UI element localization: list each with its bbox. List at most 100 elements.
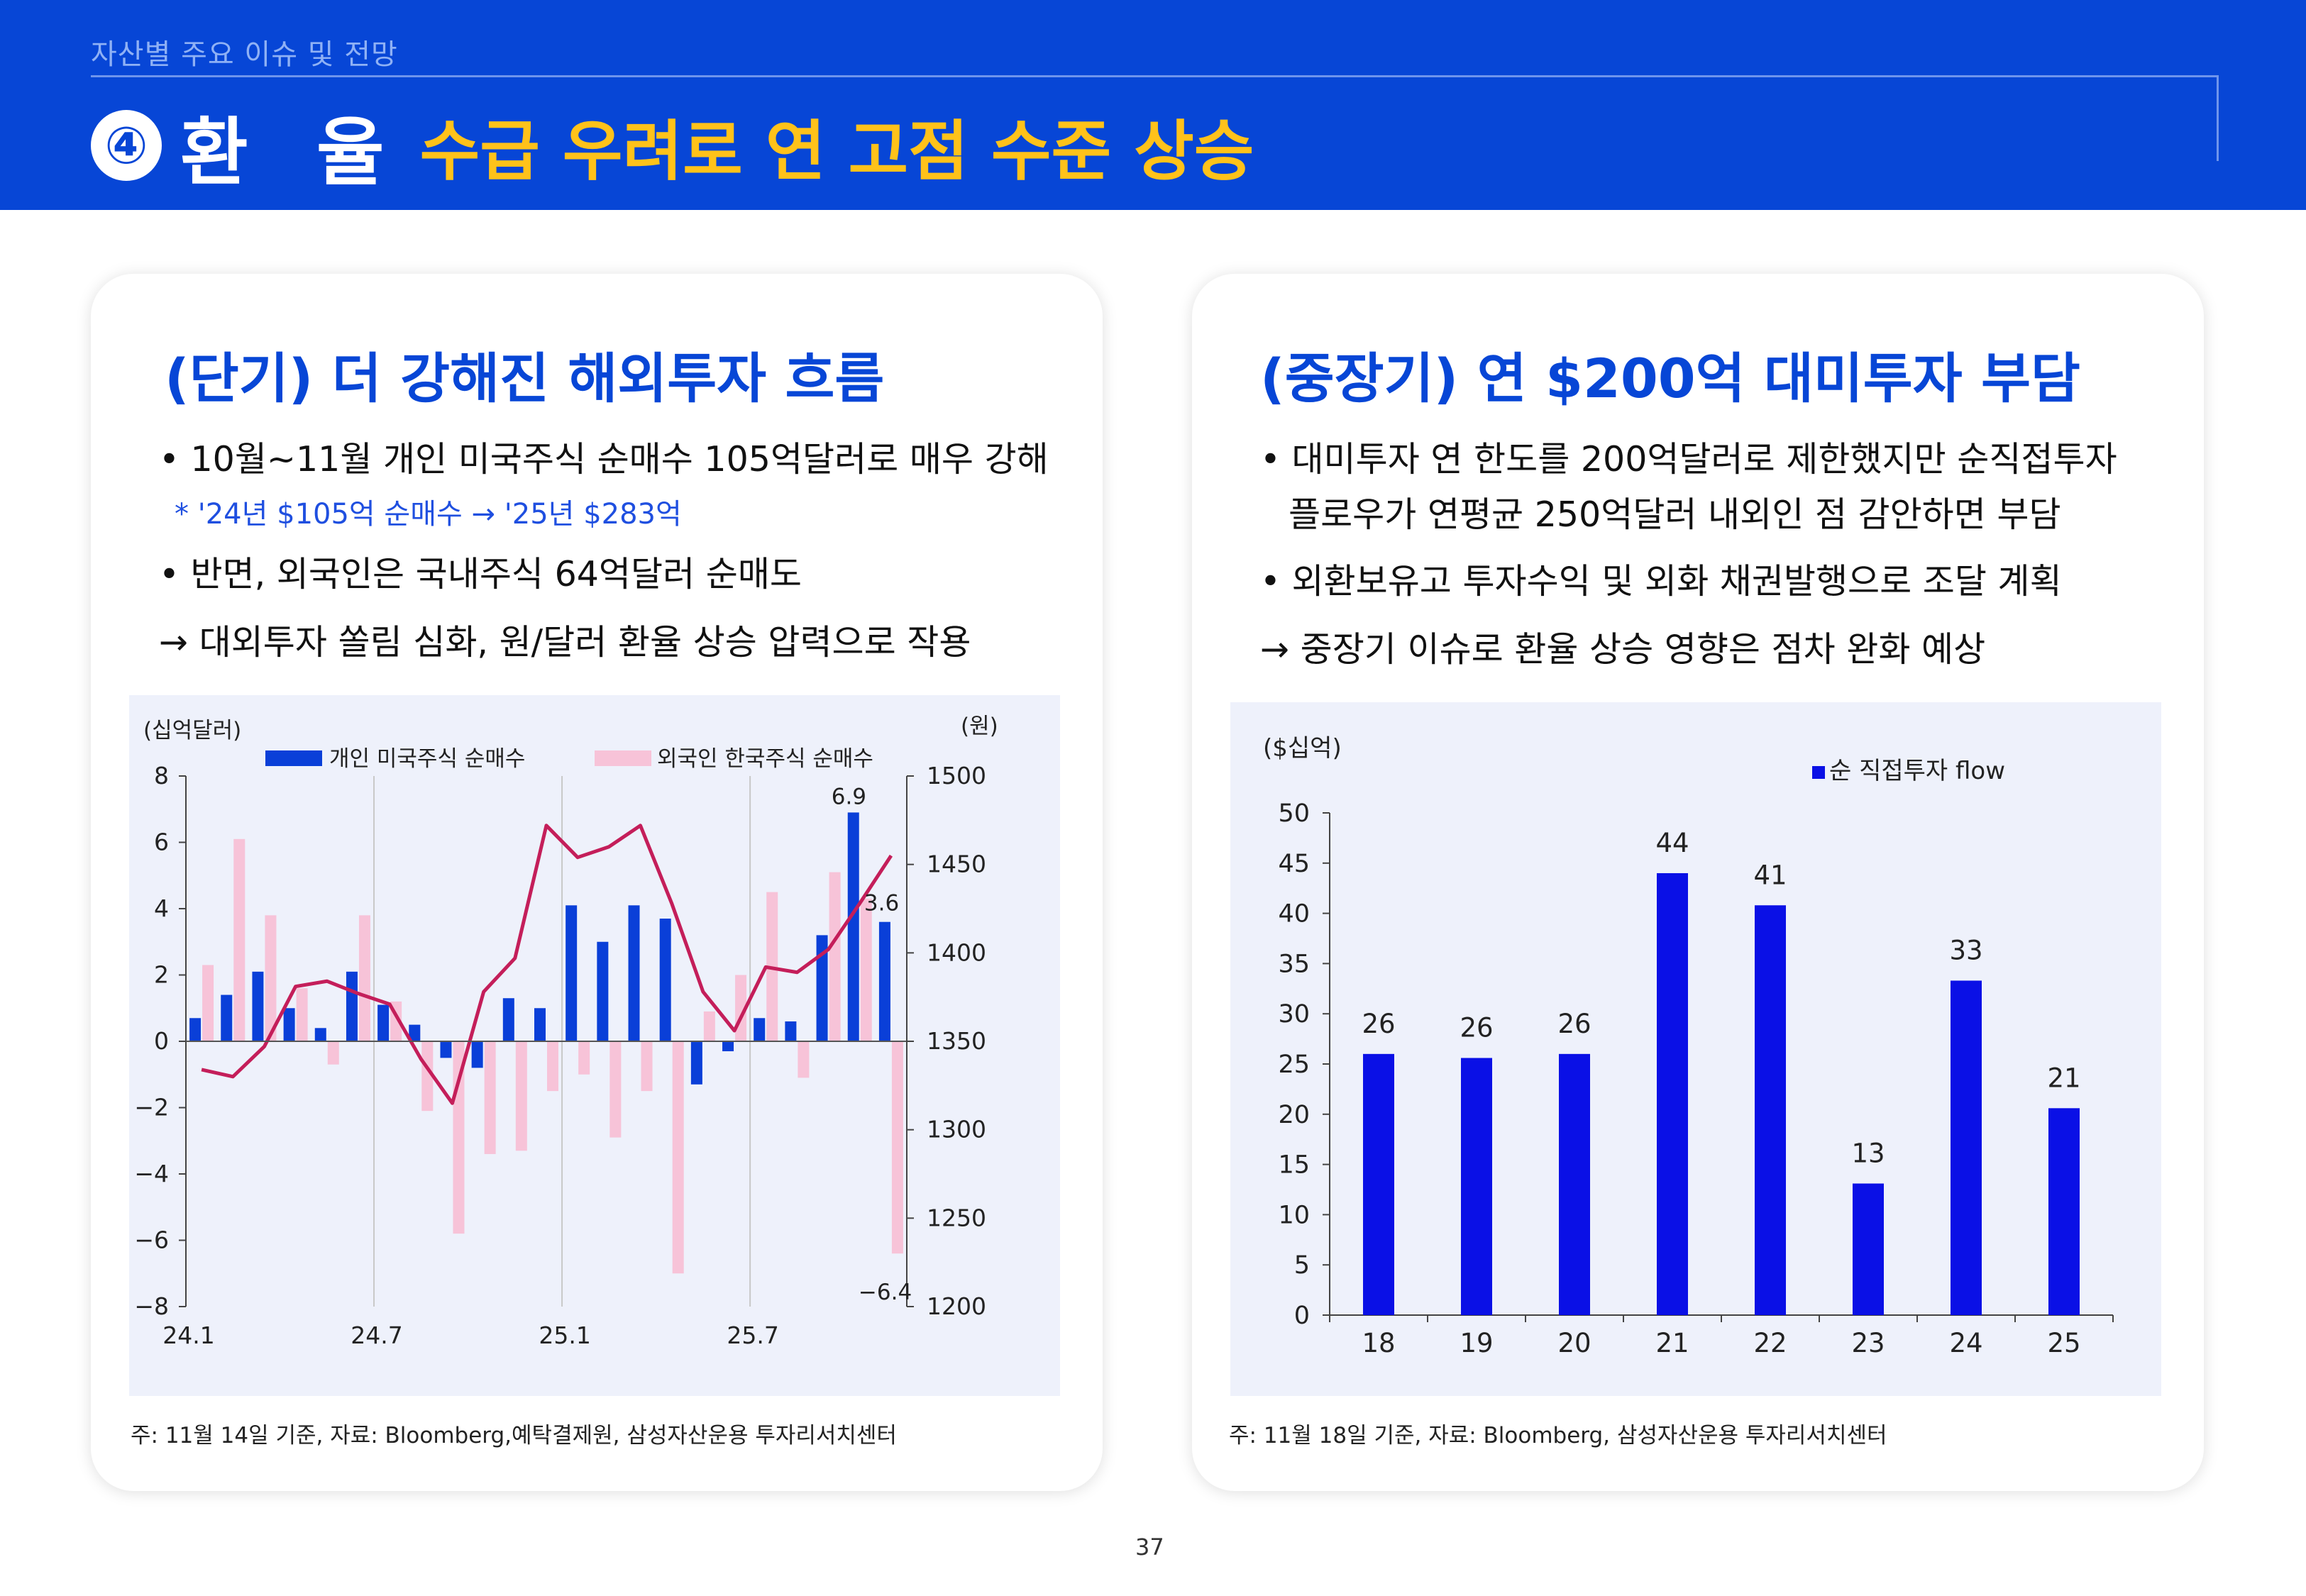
bar-direct-investment [1559, 1053, 1590, 1315]
y-tick-label: 10 [1278, 1201, 1310, 1229]
bar-individual-us-stock [597, 941, 609, 1041]
bar-individual-us-stock [566, 905, 578, 1041]
bar-value-label: 26 [1362, 1009, 1395, 1039]
section-number: ④ [91, 110, 162, 181]
left-tick-label: −8 [134, 1292, 169, 1320]
left-source: 주: 11월 14일 기준, 자료: Bloomberg,예탁결제원, 삼성자산… [131, 1423, 897, 1448]
bar-individual-us-stock [502, 998, 514, 1041]
title-main: 환 율 [180, 109, 406, 196]
right-chart-panel: 50 45 40 35 30 25 20 15 10 5 0 18 19 20 21 22 23 24 25 26 2… [1230, 702, 2161, 1396]
title-accent: 수급 우려로 연 고점 수준 상승 [419, 113, 1254, 189]
bar-foreign-kr-stock [358, 915, 370, 1041]
bar-direct-investment [1363, 1053, 1394, 1315]
legend-label-direct-investment: 순 직접투자 flow [1829, 757, 2005, 785]
bar-value-label: 44 [1655, 828, 1689, 858]
title-frame [91, 75, 2219, 161]
x-tick-label: 19 [1460, 1328, 1493, 1358]
bar-individual-us-stock [471, 1041, 483, 1068]
bar-individual-us-stock [189, 1018, 202, 1041]
y-tick-label: 40 [1278, 900, 1310, 929]
legend-label-individual: 개인 미국주식 순매수 [329, 746, 525, 772]
bar-value-label: 41 [1753, 860, 1787, 890]
bar-direct-investment [2048, 1108, 2080, 1315]
bar-direct-investment [1951, 980, 1982, 1315]
x-tick-label: 21 [1655, 1328, 1689, 1358]
right-axis-unit: (원) [961, 714, 998, 739]
right-tick-label: 1450 [927, 850, 986, 878]
bar-individual-us-stock [346, 971, 358, 1041]
bar-individual-us-stock [221, 994, 233, 1041]
right-bullet-1: • 대미투자 연 한도를 200억달러로 제한했지만 순직접투자 [1260, 439, 2117, 480]
bar-foreign-kr-stock [860, 898, 872, 1041]
bar-individual-us-stock [377, 1004, 390, 1041]
bar-individual-us-stock [722, 1041, 734, 1052]
y-tick-label: 15 [1278, 1151, 1310, 1180]
bar-value-label: 26 [1557, 1009, 1591, 1039]
bar-individual-us-stock [440, 1041, 452, 1058]
left-tick-label: 2 [154, 961, 169, 989]
legend-swatch-direct-investment [1812, 766, 1825, 779]
left-bullet-2: • 반면, 외국인은 국내주식 64억달러 순매도 [159, 554, 802, 594]
bar-value-label: 33 [1949, 935, 1982, 965]
bar-foreign-kr-stock [578, 1041, 590, 1075]
bar-value-label: 13 [1851, 1138, 1885, 1169]
right-bullet-3: → 중장기 이슈로 환율 상승 영향은 점차 완화 예상 [1260, 629, 1986, 670]
right-tick-label: 1500 [927, 762, 986, 789]
right-chart-unit: ($십억) [1263, 734, 1342, 763]
right-source: 주: 11월 18일 기준, 자료: Bloomberg, 삼성자산운용 투자리… [1229, 1423, 1887, 1448]
left-tick-label: −2 [134, 1094, 169, 1121]
fx-rate-line [201, 824, 893, 1105]
annotation-6-9: 6.9 [832, 784, 866, 809]
bar-value-label: 21 [2047, 1063, 2080, 1093]
y-tick-label: 20 [1278, 1101, 1310, 1129]
y-tick-label: 5 [1294, 1251, 1310, 1280]
bar-individual-us-stock [785, 1021, 797, 1041]
right-card: (중장기) 연 $200억 대미투자 부담 • 대미투자 연 한도를 200억달… [1192, 274, 2204, 1491]
right-tick-label: 1200 [927, 1292, 986, 1320]
left-bullet-3: → 대외투자 쏠림 심화, 원/달러 환율 상승 압력으로 작용 [159, 622, 971, 663]
bar-foreign-kr-stock [703, 1011, 715, 1041]
left-tick-label: 4 [154, 894, 169, 922]
right-card-title: (중장기) 연 $200억 대미투자 부담 [1260, 347, 2080, 410]
right-tick-label: 1250 [927, 1204, 986, 1231]
right-tick-label: 1400 [927, 938, 986, 966]
bar-individual-us-stock [690, 1041, 702, 1085]
left-tick-label: −6 [134, 1226, 169, 1254]
bar-individual-us-stock [847, 812, 859, 1041]
bar-foreign-kr-stock [891, 1041, 903, 1254]
bar-foreign-kr-stock [327, 1041, 339, 1065]
bar-foreign-kr-stock [515, 1041, 527, 1151]
bar-individual-us-stock [659, 919, 671, 1041]
left-note: * '24년 $105억 순매수 → '25년 $283억 [175, 498, 682, 531]
page-title: ④ 환 율 수급 우려로 연 고점 수준 상승 [91, 99, 1254, 196]
bar-individual-us-stock [754, 1018, 766, 1041]
x-tick-label: 25 [2047, 1328, 2080, 1358]
left-tick-label: −4 [134, 1160, 169, 1187]
right-tick-label: 1350 [927, 1027, 986, 1055]
left-bullet-1: • 10월~11월 개인 미국주식 순매수 105억달러로 매우 강해 [159, 439, 1049, 480]
legend-label-foreign: 외국인 한국주식 순매수 [657, 746, 873, 772]
left-tick-label: 8 [154, 762, 169, 789]
x-tick-label: 24 [1949, 1328, 1982, 1358]
annotation-minus-6-4: −6.4 [859, 1280, 912, 1305]
bar-individual-us-stock [534, 1008, 546, 1041]
bar-direct-investment [1853, 1183, 1884, 1315]
left-tick-label: 0 [154, 1027, 169, 1055]
x-tick-label: 20 [1557, 1328, 1591, 1358]
y-tick-label: 30 [1278, 1000, 1310, 1029]
y-tick-label: 35 [1278, 950, 1310, 978]
bar-foreign-kr-stock [609, 1041, 622, 1138]
bar-foreign-kr-stock [421, 1041, 434, 1112]
bar-individual-us-stock [816, 935, 828, 1041]
bar-foreign-kr-stock [296, 988, 308, 1041]
bar-individual-us-stock [878, 921, 890, 1041]
x-tick-label: 24.7 [351, 1321, 402, 1349]
flow-fx-chart: 8 6 4 2 0 −2 −4 −6 −8 1500 1450 1400 1350 1300 1250 120… [134, 714, 998, 1349]
right-bullet-2: • 외환보유고 투자수익 및 외화 채권발행으로 조달 계획 [1260, 561, 2062, 602]
y-tick-label: 0 [1294, 1302, 1310, 1330]
x-tick-label: 23 [1851, 1328, 1885, 1358]
page-number: 37 [1135, 1534, 1164, 1561]
bar-foreign-kr-stock [798, 1041, 810, 1078]
bar-individual-us-stock [409, 1024, 421, 1041]
